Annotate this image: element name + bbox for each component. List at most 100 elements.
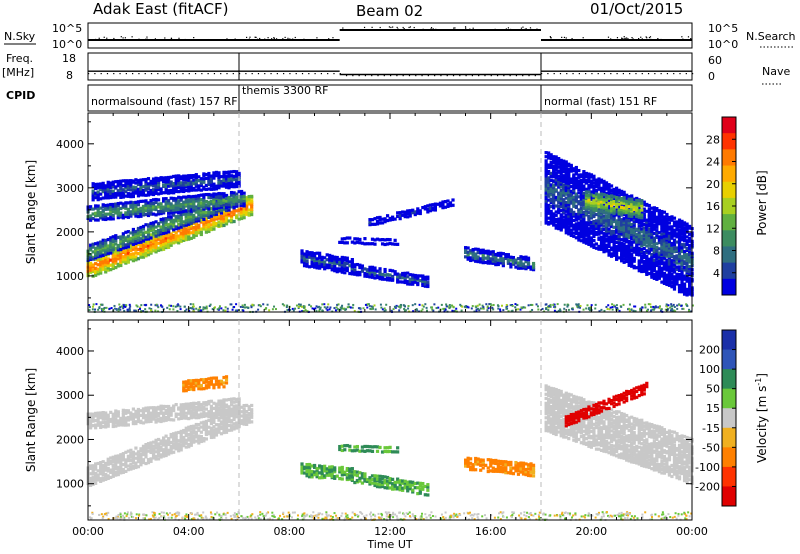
power-cell: [665, 263, 669, 267]
power-cell: [617, 234, 621, 239]
power-cell: [134, 214, 138, 218]
power-cell: [418, 279, 422, 283]
power-cell: [116, 182, 120, 186]
power-cell: [662, 273, 667, 277]
power-cell: [119, 206, 123, 211]
power-cell: [625, 201, 629, 205]
power-cell: [547, 171, 551, 175]
power-cell: [159, 191, 163, 195]
power-cell: [579, 206, 583, 210]
power-cell: [214, 202, 219, 206]
power-cell: [576, 305, 579, 308]
power-cell: [184, 211, 188, 215]
power-cell: [341, 304, 344, 307]
velocity-cell: [91, 479, 95, 483]
power-cell: [600, 308, 603, 311]
power-cell: [481, 248, 485, 252]
power-cell: [360, 241, 365, 245]
power-cell: [421, 205, 425, 210]
power-cell: [162, 199, 166, 203]
power-cell: [139, 307, 142, 310]
power-cell: [154, 176, 158, 180]
power-cell: [397, 305, 400, 308]
power-cell: [529, 265, 533, 269]
power-cell: [89, 257, 93, 261]
power-cell: [514, 303, 517, 306]
power-cell: [622, 209, 626, 213]
power-cell: [428, 203, 432, 207]
power-cell: [111, 210, 115, 214]
power-cell: [360, 266, 365, 270]
power-cell: [172, 198, 176, 202]
power-cell: [672, 216, 677, 220]
power-cell: [204, 211, 208, 215]
power-cell: [134, 255, 138, 259]
power-cell: [635, 251, 639, 255]
nave-dot: [377, 75, 379, 77]
power-cell: [584, 231, 588, 235]
power-cell: [154, 225, 158, 229]
power-cell: [373, 266, 377, 270]
power-cell: [630, 214, 634, 218]
power-cell: [428, 209, 432, 213]
power-cell: [335, 261, 339, 266]
power-cell: [121, 239, 125, 243]
power-cell: [207, 220, 211, 224]
power-cell: [531, 308, 534, 311]
power-cell: [665, 234, 669, 238]
power-cell: [547, 180, 551, 184]
power-cell: [136, 200, 141, 204]
cpid-segment-label: normal (fast) 151 RF: [544, 95, 657, 108]
nsky-label: N.Sky: [4, 30, 36, 43]
power-cell: [632, 259, 636, 263]
nsearch-dot: [582, 37, 584, 39]
power-cell: [632, 221, 636, 225]
power-cell: [599, 197, 604, 201]
power-cell: [635, 232, 639, 236]
power-cell: [625, 215, 629, 219]
nave-dot: [471, 75, 473, 77]
power-cell: [594, 188, 599, 192]
power-cell: [597, 177, 601, 181]
power-cell: [484, 249, 488, 253]
power-cell: [197, 194, 201, 198]
power-cell: [607, 227, 611, 231]
power-cell: [136, 191, 141, 195]
power-cell: [627, 256, 631, 260]
noise-panel: [87, 22, 693, 49]
power-cell: [587, 198, 591, 202]
power-cell: [156, 205, 161, 209]
power-cell: [189, 218, 193, 223]
power-cell: [192, 178, 196, 182]
power-cell: [617, 188, 621, 192]
power-cell: [562, 193, 566, 197]
power-cell: [567, 219, 571, 223]
power-cell: [96, 193, 100, 197]
power-cell: [176, 305, 179, 308]
nsearch-dot: [207, 38, 210, 41]
power-cell: [544, 207, 548, 211]
power-cell: [607, 253, 611, 257]
power-cell: [227, 203, 231, 207]
nave-dot: [528, 75, 530, 77]
power-cell: [126, 237, 130, 241]
power-cell: [139, 184, 143, 188]
power-cell: [657, 255, 661, 259]
power-cell: [604, 216, 609, 220]
power-cell: [109, 202, 113, 207]
nave-dot: [440, 75, 442, 77]
power-cell: [672, 241, 677, 245]
power-cell: [209, 187, 214, 191]
power-cell: [448, 307, 451, 310]
power-cell: [315, 310, 318, 313]
power-cell: [299, 305, 302, 308]
power-cell: [687, 264, 692, 269]
power-cell: [589, 201, 594, 205]
power-cell: [108, 307, 111, 310]
power-cell: [109, 181, 113, 185]
power-cell: [101, 238, 105, 242]
power-cell: [283, 304, 286, 307]
power-cell: [670, 234, 674, 238]
power-cell: [563, 307, 566, 310]
power-cell: [682, 231, 687, 236]
